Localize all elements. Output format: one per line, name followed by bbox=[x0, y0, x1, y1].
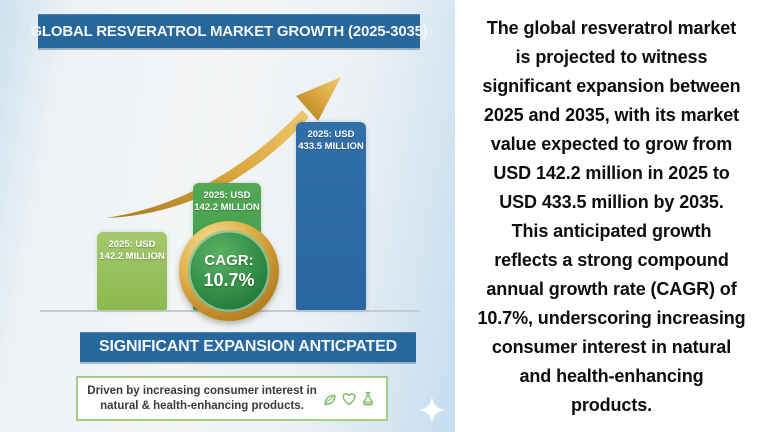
infographic-title: GLOBAL RESVERATROL MARKET GROWTH (2025-3… bbox=[30, 22, 428, 40]
summary-paragraph: The global resveratrol market is project… bbox=[477, 18, 746, 415]
infographic-title-bar: GLOBAL RESVERATROL MARKET GROWTH (2025-3… bbox=[30, 14, 428, 48]
bar-value: 142.2 MILLION bbox=[99, 251, 165, 262]
expansion-banner: SIGNIFICANT EXPANSION ANTICPATED bbox=[80, 332, 416, 362]
heart-icon bbox=[342, 392, 356, 405]
cagr-label: CAGR: bbox=[204, 252, 254, 269]
footnote-line-1: Driven by increasing consumer interest i… bbox=[87, 385, 317, 397]
expansion-banner-text: SIGNIFICANT EXPANSION ANTICPATED bbox=[99, 338, 397, 355]
bar-label: 2025: USD bbox=[307, 129, 355, 140]
summary-panel: The global resveratrol market is project… bbox=[455, 0, 768, 432]
leaf-icon bbox=[324, 394, 336, 405]
bar-value: 142.2 MILLION bbox=[194, 202, 260, 213]
bar-label: 2025: USD bbox=[203, 190, 251, 201]
bar-2035: 2025: USD 433.5 MILLION bbox=[296, 122, 366, 310]
growth-trend-arrow-icon bbox=[106, 77, 341, 218]
bar-label: 2025: USD bbox=[108, 239, 156, 250]
cagr-badge-inner: CAGR: 10.7% bbox=[188, 230, 270, 312]
footnote-line-2: natural & health-enhancing products. bbox=[100, 399, 304, 412]
footnote-box: Driven by increasing consumer interest i… bbox=[76, 376, 388, 421]
bar-2025: 2025: USD 142.2 MILLION bbox=[97, 232, 167, 310]
market-growth-infographic: GLOBAL RESVERATROL MARKET GROWTH (2025-3… bbox=[0, 0, 455, 432]
footnote-text: Driven by increasing consumer interest i… bbox=[87, 384, 316, 413]
sparkle-icon bbox=[418, 396, 446, 424]
footnote-icons bbox=[321, 390, 377, 408]
bar-value: 433.5 MILLION bbox=[298, 141, 364, 152]
cagr-badge: CAGR: 10.7% bbox=[179, 221, 279, 321]
cagr-value: 10.7% bbox=[203, 270, 255, 290]
flask-icon bbox=[362, 391, 373, 405]
